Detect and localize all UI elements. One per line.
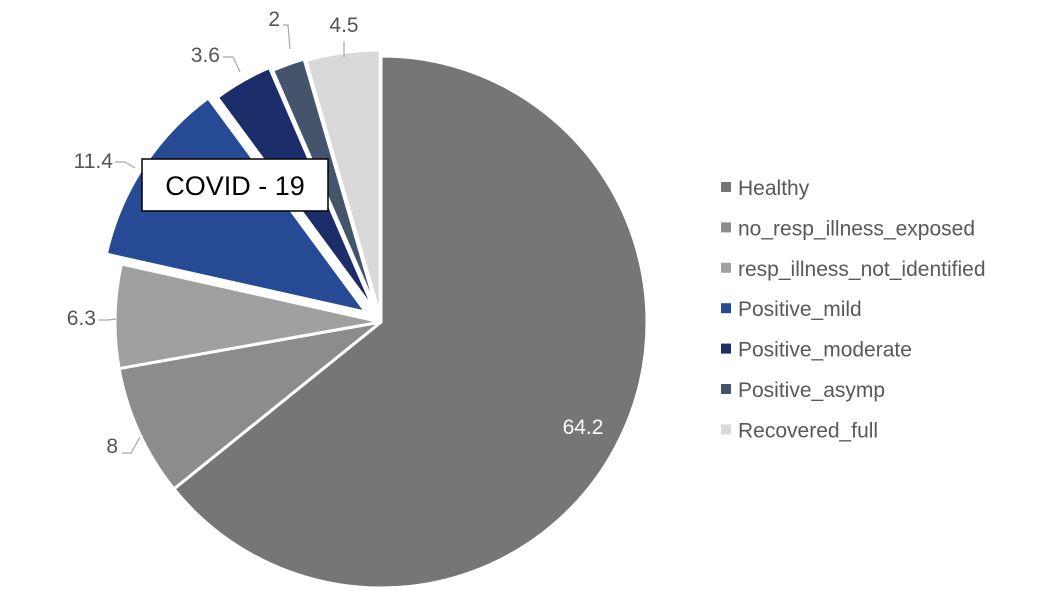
legend-label-no-resp-illness-exposed: no_resp_illness_exposed (738, 217, 975, 240)
data-label-positive-moderate: 3.6 (191, 44, 220, 67)
leader-line-positive-moderate (223, 56, 241, 73)
legend: Healthy no_resp_illness_exposed resp_illne… (721, 177, 986, 442)
legend-swatch-positive-asymp (721, 384, 731, 394)
pie-slices (104, 48, 649, 590)
covid-callout: COVID - 19 (141, 158, 329, 212)
data-label-positive-asymp: 2 (268, 8, 280, 31)
legend-swatch-recovered-full (721, 424, 731, 435)
data-label-healthy: 64.2 (563, 416, 604, 439)
data-label-resp-illness-not-identified: 6.3 (67, 307, 96, 330)
data-label-recovered-full: 4.5 (329, 14, 358, 37)
legend-swatch-no-resp-illness-exposed (721, 222, 731, 233)
pie-slice-no-resp-illness-exposed (117, 320, 382, 492)
legend-swatch-resp-illness-not-identified (721, 262, 731, 273)
pie-slice-healthy (171, 54, 649, 590)
legend-label-recovered-full: Recovered_full (738, 419, 878, 442)
data-labels: 64.2 8 6.3 11.4 3.6 2 4.5 (67, 8, 604, 458)
leader-line-positive-mild (115, 161, 136, 169)
covid-callout-box (141, 158, 329, 212)
legend-swatch-positive-moderate (721, 343, 731, 354)
leader-lines (98, 24, 345, 454)
pie-slice-recovered-full (304, 48, 382, 317)
data-label-no-resp-illness-exposed: 8 (106, 435, 118, 458)
legend-label-positive-asymp: Positive_asymp (738, 379, 885, 402)
leader-line-positive-asymp (283, 24, 291, 50)
data-label-positive-mild: 11.4 (74, 150, 114, 173)
legend-label-healthy: Healthy (738, 177, 810, 200)
leader-line-resp-illness-not-identified (98, 318, 117, 321)
leader-line-no-resp-illness-exposed (122, 436, 141, 454)
legend-label-positive-moderate: Positive_moderate (738, 339, 912, 362)
legend-label-positive-mild: Positive_mild (738, 298, 862, 321)
legend-swatch-positive-mild (721, 303, 731, 314)
pie-slice-resp-illness-not-identified (113, 262, 382, 371)
covid-callout-label: COVID - 19 (165, 171, 305, 201)
legend-swatch-healthy (721, 182, 731, 192)
legend-label-resp-illness-not-identified: resp_illness_not_identified (738, 258, 986, 281)
